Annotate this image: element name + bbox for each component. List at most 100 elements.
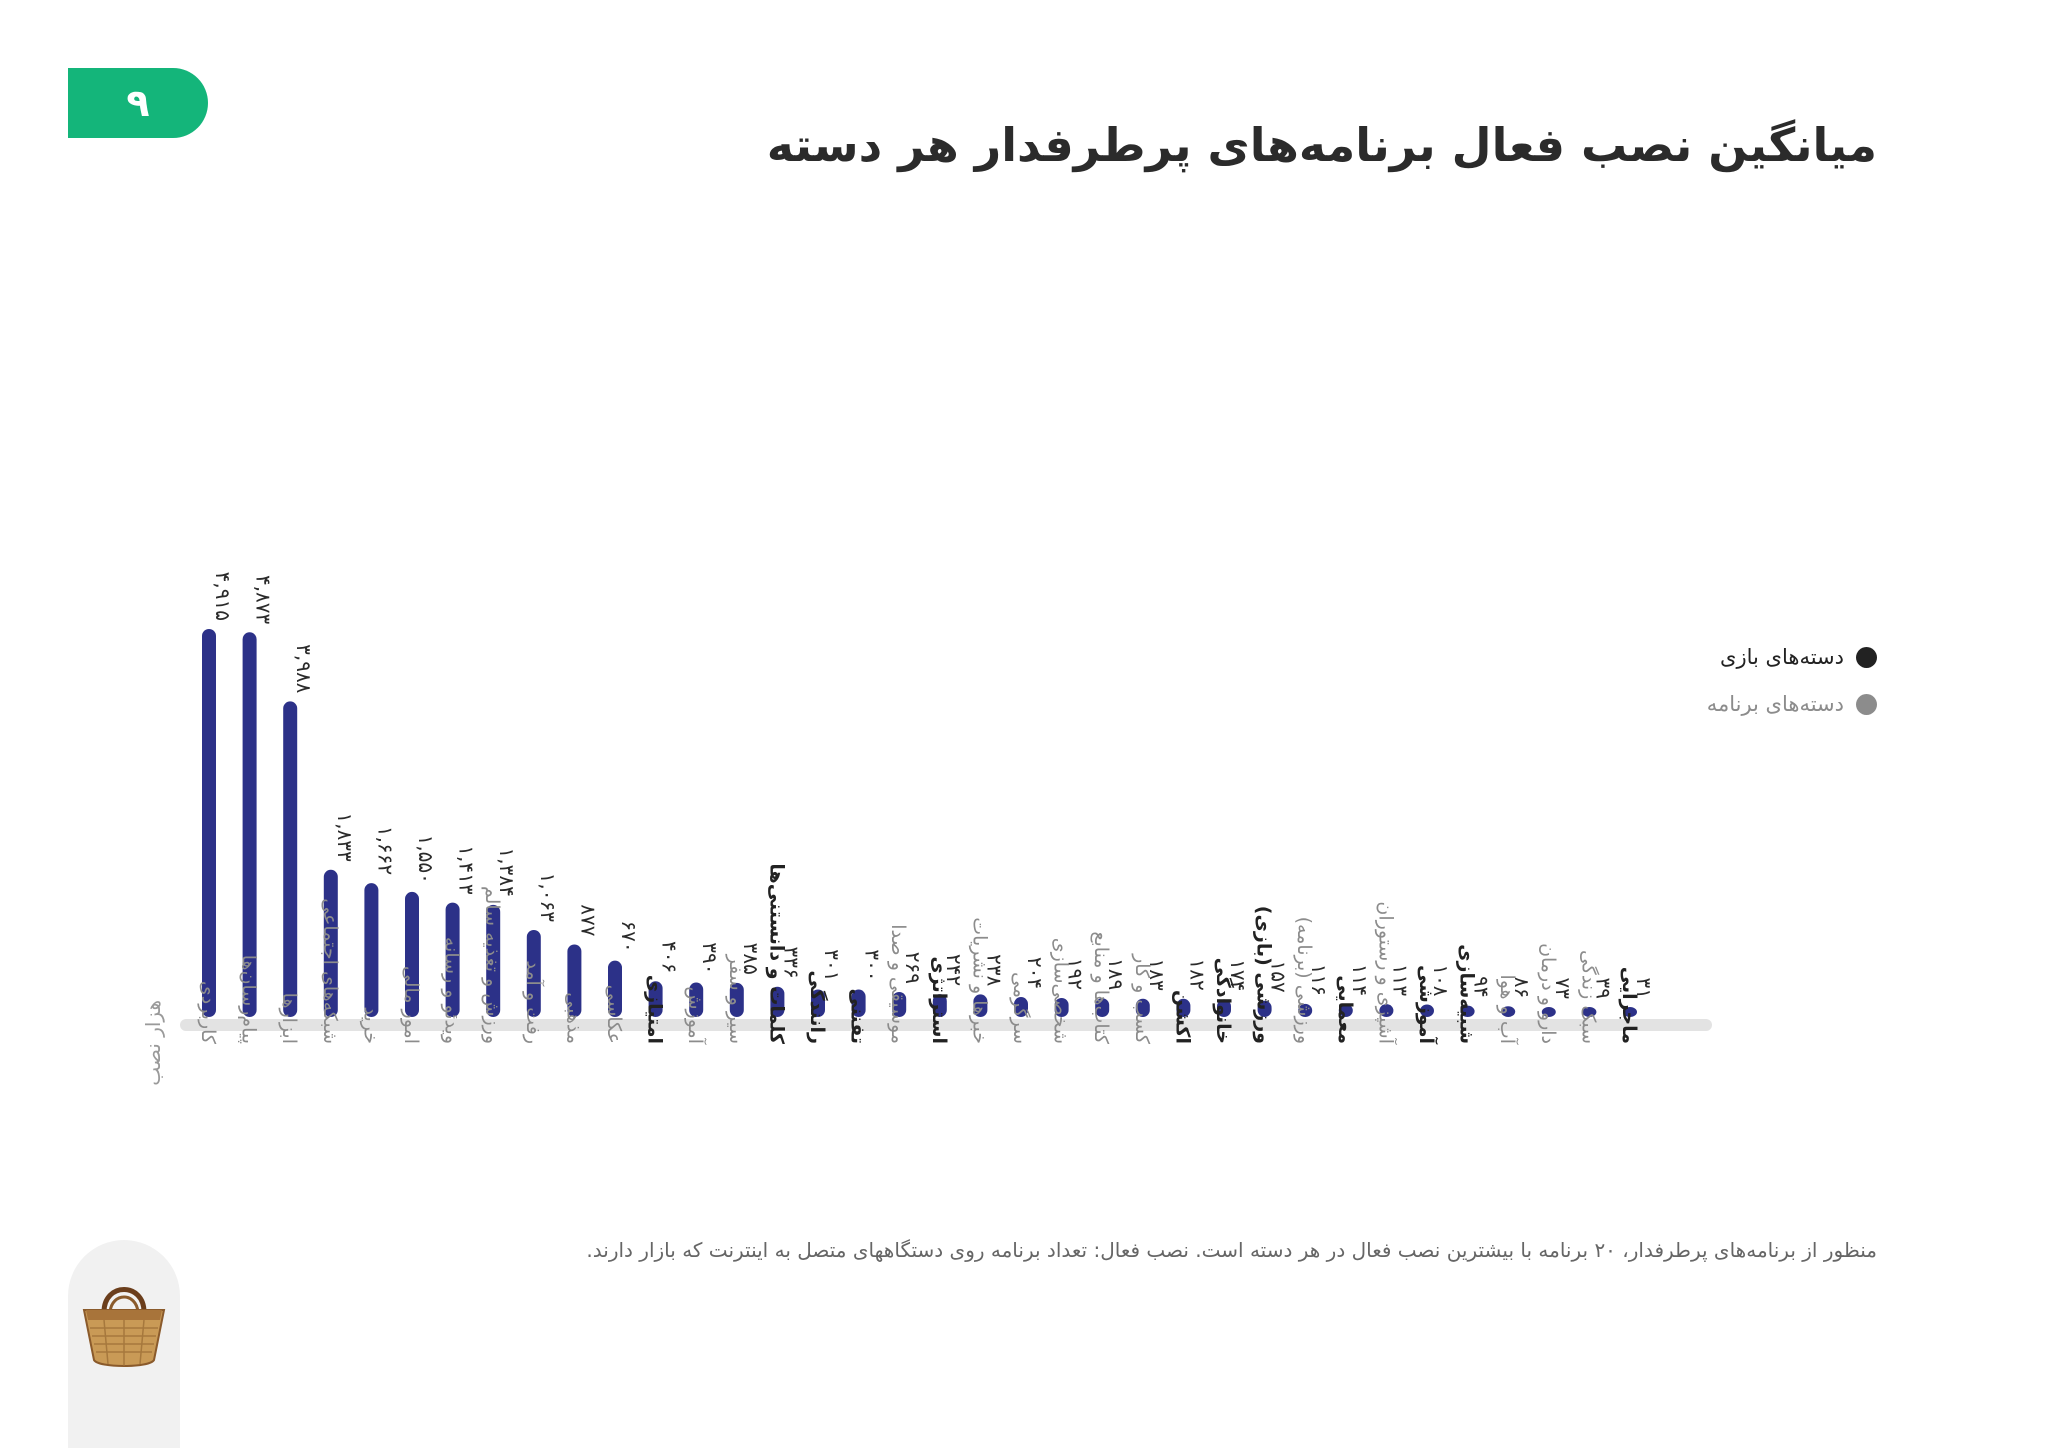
category-label: ورزشی (برنامه) bbox=[1293, 917, 1315, 1044]
bar bbox=[1623, 1007, 1637, 1017]
value-label: ۴,۸۷۳ bbox=[252, 575, 276, 625]
page-number-badge: ۹ bbox=[68, 68, 208, 138]
value-label: ۱۱۴ bbox=[1348, 964, 1372, 996]
value-label: ۲۳۸ bbox=[982, 954, 1006, 986]
category-label: رانندگی bbox=[806, 970, 829, 1044]
category-label: آموزشی bbox=[1415, 965, 1439, 1045]
bar bbox=[1135, 998, 1150, 1017]
value-label: ۸۷۷ bbox=[576, 904, 600, 936]
bar bbox=[1338, 1004, 1353, 1017]
legend-item-apps: دسته‌های برنامه bbox=[1707, 691, 1877, 717]
legend-dot-apps bbox=[1856, 693, 1877, 715]
value-label: ۱۸۳ bbox=[1145, 958, 1169, 990]
category-label: کلمات و دانستنی‌ها bbox=[765, 863, 787, 1045]
value-label: ۱۸۹ bbox=[1104, 958, 1128, 990]
value-label: ۶۷۰ bbox=[617, 920, 641, 952]
value-label: ۱۵۷ bbox=[1267, 960, 1291, 992]
bar bbox=[1095, 998, 1110, 1017]
category-label: سرگرمی bbox=[1009, 972, 1032, 1044]
value-label: ۳۰۱ bbox=[820, 949, 844, 981]
bar bbox=[1379, 1004, 1394, 1017]
basket-icon bbox=[82, 1287, 166, 1367]
category-label: عکاسی bbox=[603, 985, 625, 1044]
category-label: آب و هوا bbox=[1496, 974, 1520, 1044]
bar bbox=[364, 883, 379, 1017]
category-label: شبکه‌های اجتماعی bbox=[319, 898, 341, 1044]
category-label: رفت و آمد bbox=[522, 960, 546, 1044]
legend: دسته‌های بازی دسته‌های برنامه bbox=[1707, 644, 1877, 738]
category-label: شخصی‌سازی bbox=[1050, 938, 1072, 1044]
category-label: کاربردی bbox=[197, 981, 219, 1045]
bar bbox=[1501, 1006, 1516, 1017]
bar bbox=[1541, 1007, 1556, 1017]
value-label: ۳,۹۸۸ bbox=[292, 644, 316, 694]
bar bbox=[1420, 1004, 1434, 1017]
value-label: ۴۰۶ bbox=[658, 941, 682, 973]
bar bbox=[932, 994, 947, 1017]
category-label: شبیه‌سازی bbox=[1456, 944, 1478, 1044]
category-label: خبرها و نشریات bbox=[968, 917, 990, 1044]
value-label: ۳۸۵ bbox=[739, 943, 763, 975]
category-label: پیام‌رسان‌ها bbox=[238, 955, 260, 1044]
value-label: ۹۴ bbox=[1470, 976, 1494, 997]
category-label: ماجرایی bbox=[1618, 967, 1640, 1044]
value-label: ۳۰۰ bbox=[861, 949, 885, 981]
bar bbox=[608, 960, 622, 1017]
category-label: سبک زندگی bbox=[1577, 950, 1600, 1044]
category-label: سیر و سفر bbox=[725, 954, 747, 1044]
category-label: آموزش bbox=[684, 986, 708, 1044]
bar-chart: هزار نصب ۴,۹۱۵ کاربردی ۴,۸۷۳ پیام‌رسان‌ها ۳,۹… bbox=[141, 572, 1712, 1086]
value-label: ۱,۳۸۴ bbox=[495, 848, 519, 897]
chart-title: میانگین نصب فعال برنامه‌های پرطرفدار هر … bbox=[766, 118, 1877, 172]
bar bbox=[851, 989, 866, 1017]
value-label: ۱,۴۱۳ bbox=[455, 845, 479, 895]
value-label: ۲۰۴ bbox=[1023, 957, 1047, 989]
bar bbox=[323, 869, 338, 1017]
value-label: ۳۱ bbox=[1632, 978, 1656, 999]
bar bbox=[445, 902, 460, 1017]
legend-label-apps: دسته‌های برنامه bbox=[1706, 692, 1844, 716]
bar bbox=[1217, 999, 1231, 1017]
value-label: ۱۹۲ bbox=[1064, 958, 1088, 990]
value-label: ۳۹۰ bbox=[698, 942, 722, 974]
category-label: خانوادگی bbox=[1212, 958, 1235, 1044]
category-label: تفننی bbox=[847, 988, 869, 1044]
category-label: ورزشی (بازی) bbox=[1253, 906, 1275, 1044]
bar bbox=[1014, 997, 1028, 1017]
category-label: ابزارها bbox=[278, 993, 300, 1044]
category-label: ویدئو و رسانه bbox=[441, 937, 463, 1044]
category-label: دارو و درمان bbox=[1537, 943, 1559, 1044]
bar bbox=[242, 632, 257, 1017]
category-label: مذهبی bbox=[562, 992, 584, 1044]
y-axis-label: هزار نصب bbox=[141, 1000, 165, 1086]
bar bbox=[973, 994, 988, 1017]
value-label: ۲۶۹ bbox=[901, 952, 925, 984]
value-label: ۱,۶۶۲ bbox=[373, 826, 397, 875]
category-label: خرید bbox=[359, 1007, 381, 1045]
category-label: معمایی bbox=[1334, 975, 1356, 1044]
legend-item-games: دسته‌های بازی bbox=[1707, 644, 1877, 670]
chart-baseline bbox=[180, 1019, 1712, 1031]
category-label: اکشن bbox=[1171, 990, 1193, 1044]
bar bbox=[892, 991, 907, 1017]
bar bbox=[1582, 1007, 1597, 1017]
value-label: ۷۳ bbox=[1551, 978, 1575, 1000]
bar bbox=[1257, 1000, 1272, 1017]
category-label: کسب و کار bbox=[1131, 953, 1153, 1045]
bar bbox=[283, 701, 298, 1017]
logo-tab bbox=[68, 1240, 180, 1448]
value-label: ۱۱۳ bbox=[1388, 964, 1412, 996]
value-label: ۱,۸۳۳ bbox=[333, 812, 357, 862]
bar bbox=[770, 986, 785, 1017]
legend-label-games: دسته‌های بازی bbox=[1720, 645, 1844, 669]
value-label: ۱۸۲ bbox=[1185, 959, 1209, 991]
category-label: امور مالی bbox=[400, 966, 422, 1044]
bar bbox=[1054, 997, 1069, 1017]
bar bbox=[567, 944, 582, 1017]
category-label: موسیقی و صدا bbox=[887, 924, 909, 1044]
bar bbox=[405, 891, 419, 1017]
bar bbox=[526, 929, 541, 1017]
bar bbox=[202, 629, 216, 1017]
value-label: ۸۶ bbox=[1510, 977, 1534, 998]
footnote: منظور از برنامه‌های پرطرفدار، ۲۰ برنامه … bbox=[586, 1238, 1877, 1262]
